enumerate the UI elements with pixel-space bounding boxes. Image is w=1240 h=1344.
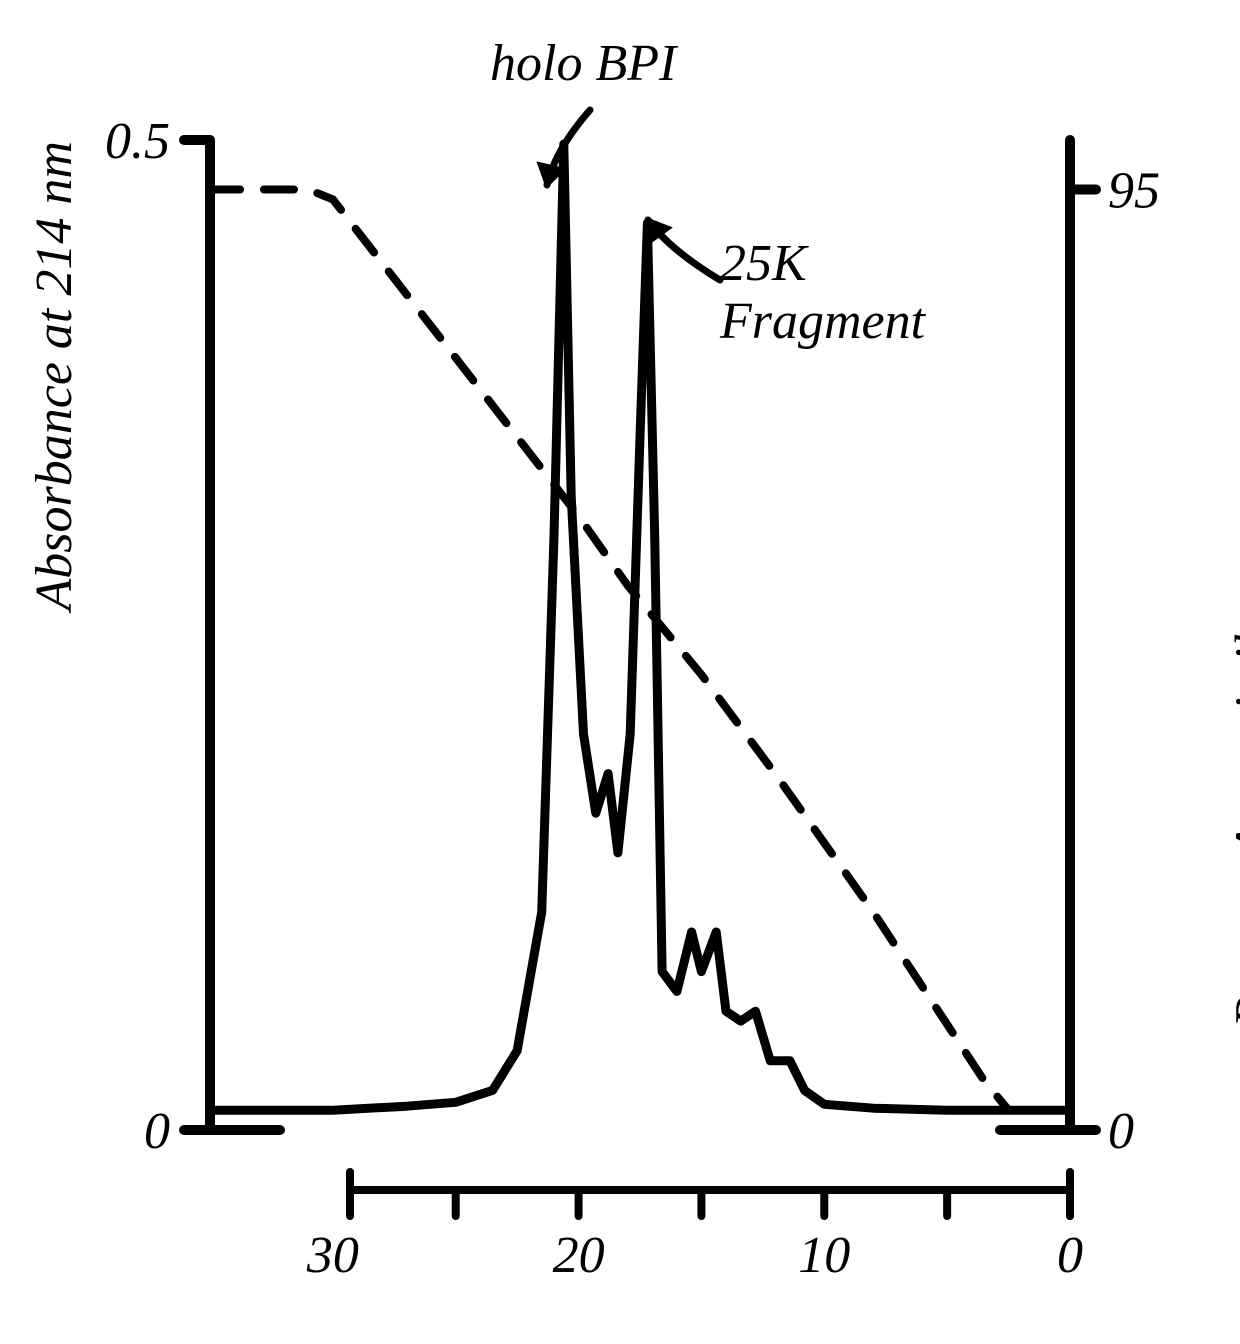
right-tick-label: 0: [1108, 1103, 1134, 1160]
right-tick-label: 95: [1108, 163, 1160, 220]
absorbance-trace: [210, 144, 1070, 1110]
annotation-text: Fragment: [719, 293, 927, 350]
left-y-axis: [210, 140, 280, 1130]
x-tick-label: 20: [553, 1227, 605, 1284]
annotation-text: holo BPI: [490, 35, 679, 92]
x-tick-label: 0: [1057, 1227, 1083, 1284]
x-tick-label: 10: [798, 1227, 850, 1284]
x-tick-label: 30: [306, 1227, 359, 1284]
right-axis-label: Percent Acetonitrile: [1224, 611, 1240, 1028]
chromatogram-plot: 0 0.5 0 95 0 10 20 30 holo BPI 25KFragment: [0, 0, 1240, 1344]
left-tick-label: 0.5: [105, 113, 170, 170]
annotation-frag-25k: 25KFragment: [648, 220, 927, 350]
left-tick-label: 0: [144, 1103, 170, 1160]
left-axis-label: Absorbance at 214 nm: [25, 141, 84, 610]
annotation-holo-bpi: holo BPI: [490, 35, 679, 185]
annotation-text: 25K: [720, 235, 809, 292]
right-y-axis: [1000, 140, 1070, 1130]
